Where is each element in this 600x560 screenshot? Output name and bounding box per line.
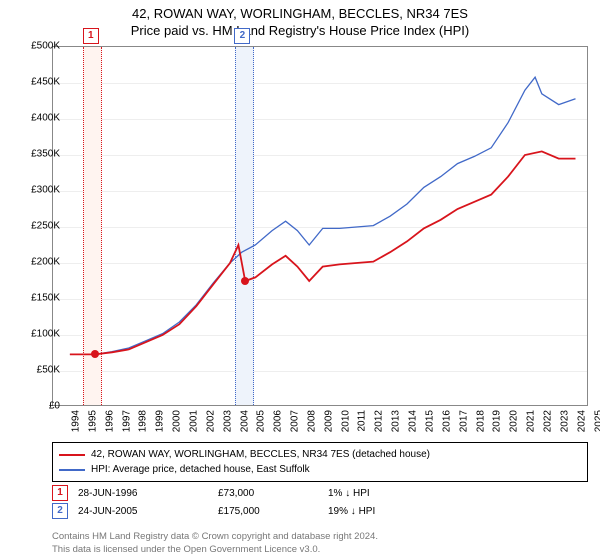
y-axis-label: £150K bbox=[10, 293, 60, 304]
x-axis-label: 2018 bbox=[475, 410, 486, 432]
y-axis-label: £300K bbox=[10, 185, 60, 196]
y-axis-label: £100K bbox=[10, 329, 60, 340]
y-axis-label: £400K bbox=[10, 113, 60, 124]
legend: 42, ROWAN WAY, WORLINGHAM, BECCLES, NR34… bbox=[52, 442, 588, 482]
y-axis-label: £200K bbox=[10, 257, 60, 268]
legend-swatch bbox=[59, 469, 85, 471]
x-axis-label: 1997 bbox=[121, 410, 132, 432]
x-axis-label: 2023 bbox=[559, 410, 570, 432]
x-axis-label: 2008 bbox=[306, 410, 317, 432]
x-axis-label: 2010 bbox=[340, 410, 351, 432]
legend-swatch bbox=[59, 454, 85, 456]
x-axis-label: 2016 bbox=[441, 410, 452, 432]
x-axis-label: 2022 bbox=[542, 410, 553, 432]
x-axis-label: 2007 bbox=[289, 410, 300, 432]
x-axis-label: 2013 bbox=[391, 410, 402, 432]
x-axis-label: 2020 bbox=[508, 410, 519, 432]
sale-row: 2 24-JUN-2005 £175,000 19% ↓ HPI bbox=[52, 502, 588, 520]
legend-row: HPI: Average price, detached house, East… bbox=[59, 462, 581, 477]
x-axis-label: 2019 bbox=[492, 410, 503, 432]
x-axis-label: 2024 bbox=[576, 410, 587, 432]
x-axis-label: 2004 bbox=[239, 410, 250, 432]
sale-marker: 1 bbox=[83, 28, 99, 44]
attribution-line-1: Contains HM Land Registry data © Crown c… bbox=[52, 531, 378, 543]
x-axis-label: 1996 bbox=[104, 410, 115, 432]
x-axis-label: 2015 bbox=[424, 410, 435, 432]
title-line-1: 42, ROWAN WAY, WORLINGHAM, BECCLES, NR34… bbox=[0, 6, 600, 23]
sale-price: £175,000 bbox=[218, 506, 318, 517]
line-series-svg bbox=[53, 47, 589, 407]
legend-row: 42, ROWAN WAY, WORLINGHAM, BECCLES, NR34… bbox=[59, 447, 581, 462]
attribution: Contains HM Land Registry data © Crown c… bbox=[52, 531, 378, 556]
x-axis-label: 2002 bbox=[205, 410, 216, 432]
x-axis-label: 2014 bbox=[407, 410, 418, 432]
plot-background bbox=[52, 46, 588, 406]
sale-date: 24-JUN-2005 bbox=[78, 506, 208, 517]
sale-index-box: 1 bbox=[52, 485, 68, 501]
x-axis-label: 1994 bbox=[70, 410, 81, 432]
sale-marker: 2 bbox=[234, 28, 250, 44]
series-line bbox=[70, 151, 576, 354]
y-axis-label: £350K bbox=[10, 149, 60, 160]
x-axis-label: 2017 bbox=[458, 410, 469, 432]
x-axis-label: 2009 bbox=[323, 410, 334, 432]
sale-dot bbox=[241, 277, 249, 285]
chart-area bbox=[52, 46, 588, 406]
x-axis-label: 2005 bbox=[256, 410, 267, 432]
y-axis-label: £0 bbox=[10, 401, 60, 412]
legend-label: HPI: Average price, detached house, East… bbox=[91, 462, 310, 477]
series-line bbox=[70, 77, 576, 354]
x-axis-label: 2000 bbox=[171, 410, 182, 432]
attribution-line-2: This data is licensed under the Open Gov… bbox=[52, 544, 378, 556]
sale-date: 28-JUN-1996 bbox=[78, 488, 208, 499]
sale-pct: 19% ↓ HPI bbox=[328, 506, 448, 517]
sale-price: £73,000 bbox=[218, 488, 318, 499]
y-axis-label: £50K bbox=[10, 365, 60, 376]
sales-table: 1 28-JUN-1996 £73,000 1% ↓ HPI 2 24-JUN-2005 £… bbox=[52, 484, 588, 520]
sale-row: 1 28-JUN-1996 £73,000 1% ↓ HPI bbox=[52, 484, 588, 502]
sale-dot bbox=[91, 350, 99, 358]
x-axis-label: 2021 bbox=[525, 410, 536, 432]
x-axis-label: 2025 bbox=[593, 410, 600, 432]
x-axis-label: 2006 bbox=[273, 410, 284, 432]
x-axis-label: 1999 bbox=[155, 410, 166, 432]
x-axis-label: 1995 bbox=[87, 410, 98, 432]
x-axis-label: 2001 bbox=[188, 410, 199, 432]
sale-pct: 1% ↓ HPI bbox=[328, 488, 448, 499]
y-axis-label: £250K bbox=[10, 221, 60, 232]
y-axis-label: £500K bbox=[10, 41, 60, 52]
x-axis-label: 2012 bbox=[374, 410, 385, 432]
x-axis-label: 1998 bbox=[138, 410, 149, 432]
y-axis-label: £450K bbox=[10, 77, 60, 88]
sale-index-box: 2 bbox=[52, 503, 68, 519]
legend-label: 42, ROWAN WAY, WORLINGHAM, BECCLES, NR34… bbox=[91, 447, 430, 462]
x-axis-label: 2011 bbox=[356, 410, 367, 432]
x-axis-label: 2003 bbox=[222, 410, 233, 432]
